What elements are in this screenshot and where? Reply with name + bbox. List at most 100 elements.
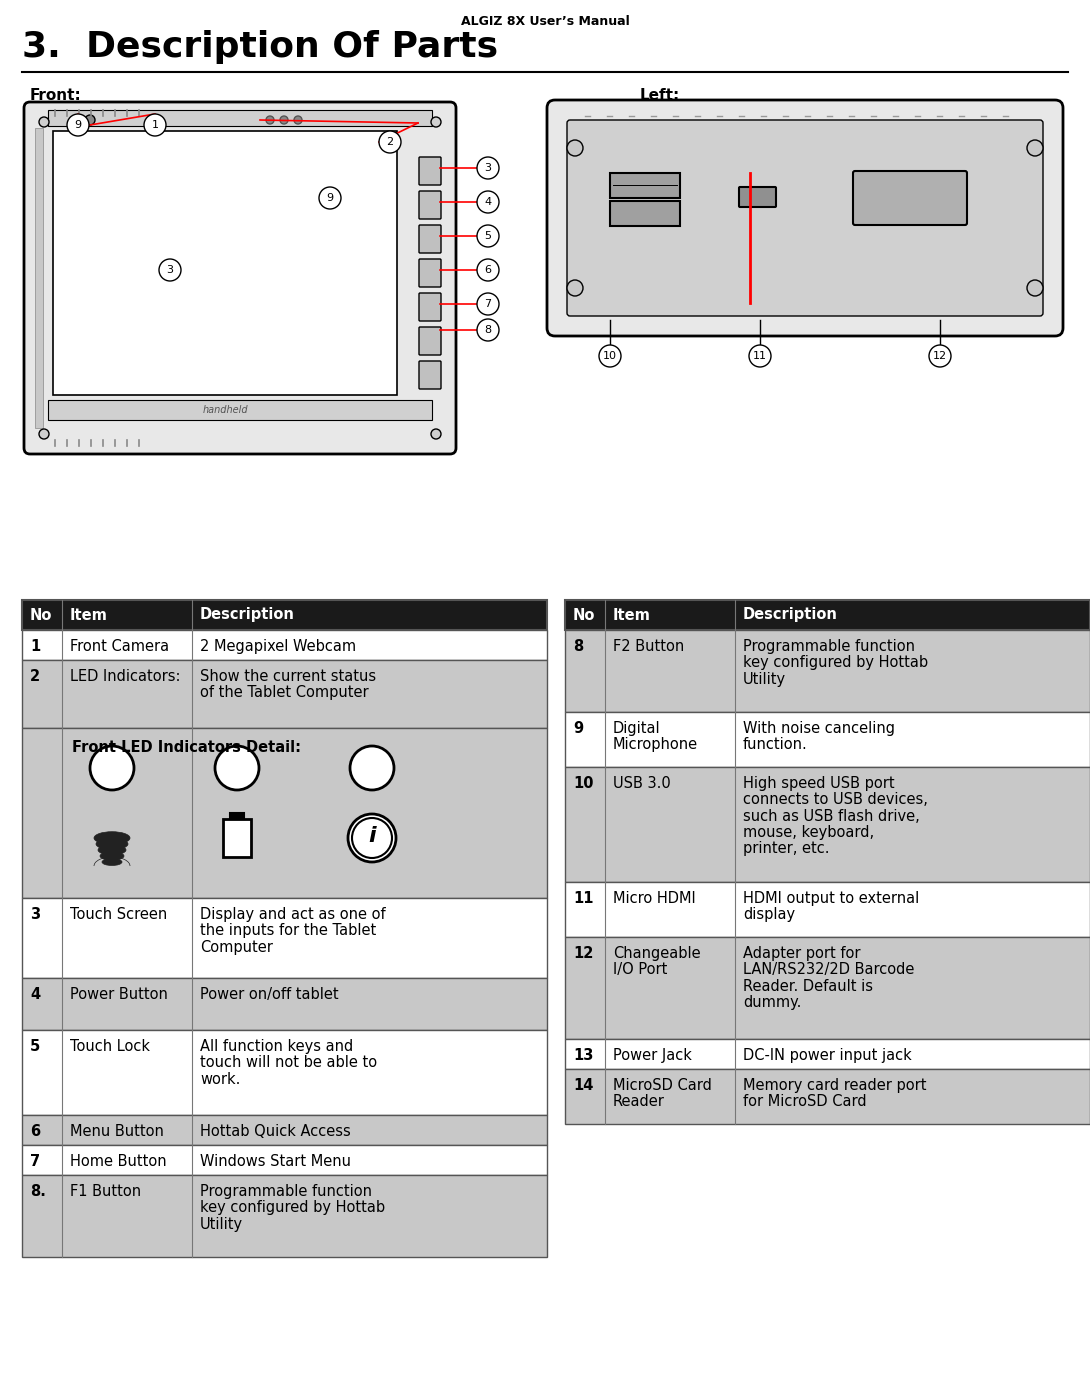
Circle shape: [477, 293, 499, 314]
Text: 4: 4: [31, 988, 40, 1002]
Circle shape: [144, 115, 166, 136]
Text: Adapter port for: Adapter port for: [743, 946, 860, 961]
Ellipse shape: [94, 831, 130, 844]
Circle shape: [379, 131, 401, 154]
Circle shape: [567, 279, 583, 296]
Bar: [565, 599, 1090, 630]
Text: Home Button: Home Button: [70, 1154, 167, 1169]
Bar: [565, 882, 1090, 937]
Text: Description: Description: [743, 608, 838, 623]
Text: 9: 9: [74, 120, 82, 130]
Text: Power on/off tablet: Power on/off tablet: [199, 988, 339, 1002]
Text: 9: 9: [326, 193, 334, 203]
Circle shape: [348, 814, 396, 862]
Text: 1: 1: [152, 120, 158, 130]
Text: DC-IN power input jack: DC-IN power input jack: [743, 1048, 911, 1063]
Text: ALGIZ 8X User’s Manual: ALGIZ 8X User’s Manual: [461, 15, 629, 28]
Bar: [565, 1069, 1090, 1125]
Text: 1: 1: [31, 638, 40, 654]
Bar: [565, 767, 1090, 882]
Bar: [565, 882, 1090, 937]
Text: Computer: Computer: [199, 940, 272, 954]
Bar: [48, 400, 432, 420]
Text: Programmable function: Programmable function: [199, 1185, 372, 1199]
Circle shape: [159, 258, 181, 281]
Circle shape: [294, 116, 302, 124]
Text: such as USB flash drive,: such as USB flash drive,: [743, 809, 920, 824]
Text: Item: Item: [70, 608, 108, 623]
Bar: [22, 659, 547, 728]
Text: USB 3.0: USB 3.0: [613, 775, 670, 791]
Circle shape: [1027, 279, 1043, 296]
Bar: [22, 1146, 547, 1175]
Text: Display and act as one of: Display and act as one of: [199, 907, 386, 922]
Text: HDMI output to external: HDMI output to external: [743, 891, 919, 907]
Bar: [22, 659, 547, 728]
Text: No: No: [573, 608, 595, 623]
Bar: [22, 630, 547, 659]
Bar: [565, 767, 1090, 882]
Bar: [22, 1175, 547, 1257]
Text: function.: function.: [743, 738, 808, 752]
Text: Windows Start Menu: Windows Start Menu: [199, 1154, 351, 1169]
Text: Front LED Indicators Detail:: Front LED Indicators Detail:: [72, 740, 301, 754]
FancyBboxPatch shape: [419, 191, 441, 219]
Bar: [22, 1030, 547, 1115]
FancyBboxPatch shape: [853, 170, 967, 225]
Text: the inputs for the Tablet: the inputs for the Tablet: [199, 923, 376, 939]
FancyBboxPatch shape: [419, 360, 441, 388]
Text: 3.  Description Of Parts: 3. Description Of Parts: [22, 29, 498, 64]
Text: display: display: [743, 907, 795, 922]
Text: Front Camera: Front Camera: [70, 638, 169, 654]
Bar: [565, 630, 1090, 712]
Text: Microphone: Microphone: [613, 738, 698, 752]
Text: Utility: Utility: [199, 1217, 243, 1232]
Text: key configured by Hottab: key configured by Hottab: [199, 1200, 385, 1215]
Circle shape: [39, 429, 49, 439]
Text: Reader: Reader: [613, 1094, 665, 1109]
Text: handheld: handheld: [202, 405, 247, 415]
Text: Item: Item: [613, 608, 651, 623]
Bar: [22, 599, 547, 630]
Bar: [35, 129, 43, 427]
FancyBboxPatch shape: [419, 327, 441, 355]
Text: 4: 4: [484, 197, 492, 207]
Circle shape: [477, 191, 499, 212]
Circle shape: [266, 116, 274, 124]
Text: dummy.: dummy.: [743, 995, 801, 1010]
Text: 7: 7: [484, 299, 492, 309]
Text: LED Indicators:: LED Indicators:: [70, 669, 181, 685]
Bar: [22, 1175, 547, 1257]
Ellipse shape: [100, 852, 124, 861]
Circle shape: [929, 345, 950, 367]
FancyBboxPatch shape: [419, 225, 441, 253]
Text: 8: 8: [484, 326, 492, 335]
Circle shape: [66, 115, 89, 136]
Circle shape: [431, 117, 441, 127]
Bar: [22, 978, 547, 1030]
Bar: [22, 1115, 547, 1146]
Bar: [565, 630, 1090, 712]
Text: Power Button: Power Button: [70, 988, 168, 1002]
Bar: [565, 1039, 1090, 1069]
Bar: [53, 131, 397, 395]
Text: Memory card reader port: Memory card reader port: [743, 1078, 926, 1092]
Bar: [565, 937, 1090, 1039]
Text: 5: 5: [484, 231, 492, 242]
Text: High speed USB port: High speed USB port: [743, 775, 895, 791]
Text: 10: 10: [603, 351, 617, 360]
Text: touch will not be able to: touch will not be able to: [199, 1055, 377, 1070]
Text: 12: 12: [573, 946, 593, 961]
Text: 5: 5: [31, 1039, 40, 1053]
Text: 6: 6: [31, 1125, 40, 1139]
Bar: [230, 813, 244, 819]
Bar: [48, 110, 432, 126]
Text: Touch Lock: Touch Lock: [70, 1039, 150, 1053]
Text: 8.: 8.: [31, 1185, 46, 1199]
Text: No: No: [31, 608, 52, 623]
Circle shape: [39, 117, 49, 127]
Text: Front:: Front:: [31, 88, 82, 103]
Circle shape: [215, 746, 259, 789]
Text: Menu Button: Menu Button: [70, 1125, 164, 1139]
Circle shape: [280, 116, 288, 124]
